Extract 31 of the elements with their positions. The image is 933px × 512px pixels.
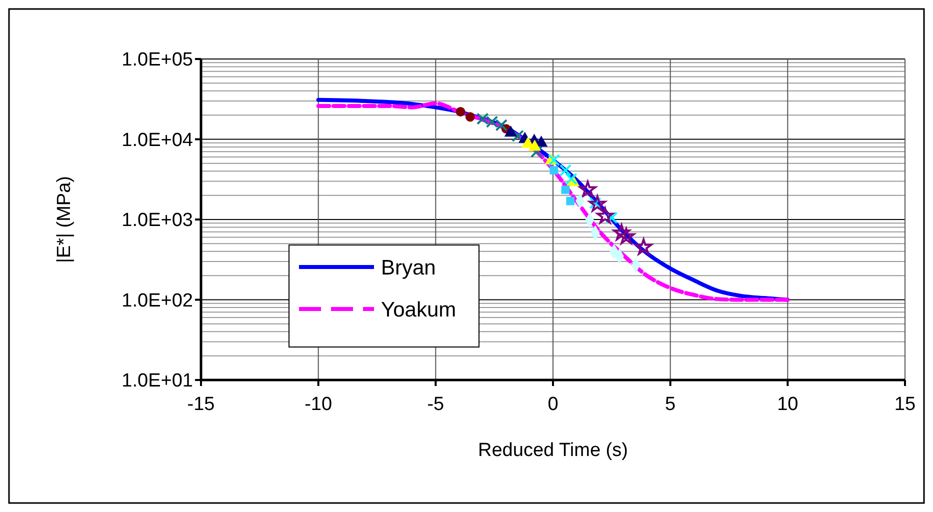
x-tick-label: -15 <box>187 394 215 415</box>
point <box>550 166 558 175</box>
point <box>559 164 572 176</box>
point <box>561 186 570 194</box>
x-tick-label: -10 <box>304 394 332 415</box>
point <box>512 130 524 142</box>
y-tick-label: 1.0E+01 <box>122 370 193 392</box>
point <box>596 207 614 224</box>
y-tick-label: 1.0E+03 <box>122 210 193 232</box>
point <box>566 196 575 206</box>
legend-label: Yoakum <box>381 298 456 322</box>
x-tick-label: 15 <box>894 394 916 415</box>
legend-label: Bryan <box>381 256 436 280</box>
point <box>456 107 466 116</box>
y-tick-label: 1.0E+02 <box>122 290 193 312</box>
x-tick-label: 10 <box>777 394 798 415</box>
y-axis-title: |E*| (MPa) <box>54 176 75 263</box>
x-tick-label: 0 <box>548 394 558 415</box>
point <box>465 112 475 122</box>
point <box>530 146 543 158</box>
point <box>579 180 596 198</box>
y-tick-label: 1.0E+04 <box>122 130 194 151</box>
x-tick-label: -5 <box>427 394 444 415</box>
point <box>606 212 618 224</box>
point <box>548 154 560 166</box>
x-tick-label: 5 <box>665 394 676 415</box>
point <box>565 172 578 186</box>
point <box>635 238 652 255</box>
point <box>588 195 606 212</box>
x-axis-title: Reduced Time (s) <box>478 440 628 461</box>
y-tick-label: 1.0E+05 <box>122 50 193 71</box>
